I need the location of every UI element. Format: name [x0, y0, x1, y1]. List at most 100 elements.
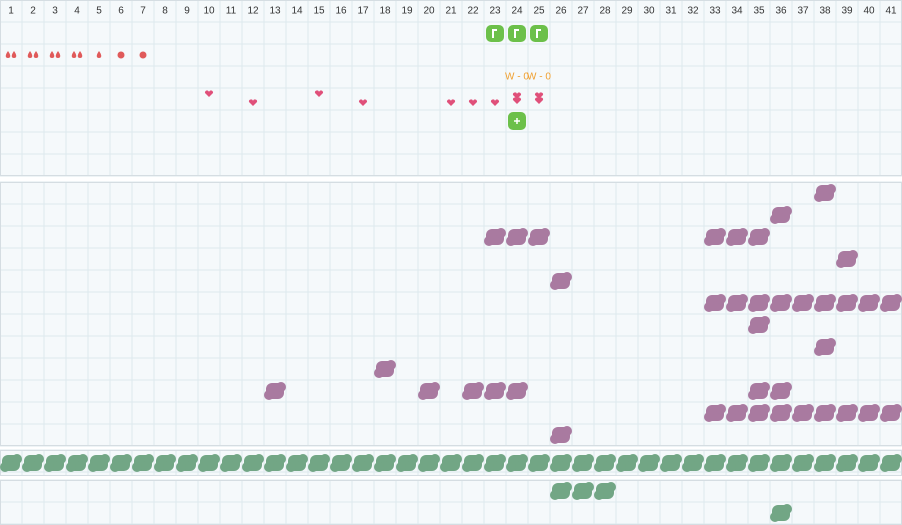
- event-blob: [858, 294, 880, 312]
- blob-lobe: [474, 454, 484, 464]
- blob-lobe: [826, 294, 836, 304]
- blob-lobe: [760, 228, 770, 238]
- blob-lobe: [528, 236, 538, 246]
- band-blob: [814, 454, 836, 472]
- blob-lobe: [748, 412, 758, 422]
- blob-lobe: [220, 462, 230, 472]
- blob-lobe: [518, 454, 528, 464]
- band-blob: [88, 454, 110, 472]
- event-blob: [528, 228, 550, 246]
- event-blob: [704, 404, 726, 422]
- blob-lobe: [738, 228, 748, 238]
- blob-lobe: [804, 404, 814, 414]
- event-blob: [792, 404, 814, 422]
- blob-lobe: [342, 454, 352, 464]
- blob-lobe: [770, 214, 780, 224]
- flag-glyph: [492, 29, 497, 38]
- blob-lobe: [528, 462, 538, 472]
- blob-lobe: [748, 462, 758, 472]
- day-label: 33: [709, 6, 721, 17]
- blob-lobe: [826, 454, 836, 464]
- heart: [534, 97, 544, 104]
- blob-lobe: [726, 412, 736, 422]
- blob-lobe: [396, 462, 406, 472]
- heart: [446, 99, 456, 106]
- blob-lobe: [166, 454, 176, 464]
- flag-icon: [530, 25, 548, 42]
- heart: [248, 99, 258, 106]
- blob-lobe: [418, 462, 428, 472]
- blob-lobe: [880, 412, 890, 422]
- blob-lobe: [276, 454, 286, 464]
- band-blob: [110, 454, 132, 472]
- event-blob: [506, 382, 528, 400]
- day-label: 4: [74, 6, 80, 17]
- day-label: 24: [511, 6, 523, 17]
- band-blob: [858, 454, 880, 472]
- blob-lobe: [286, 462, 296, 472]
- band-blob: [176, 454, 198, 472]
- drop-pair: [5, 51, 17, 58]
- blob-lobe: [418, 390, 428, 400]
- event-blob: [704, 228, 726, 246]
- day-label: 8: [162, 6, 168, 17]
- day-label: 10: [203, 6, 215, 17]
- event-blob: [880, 404, 902, 422]
- blob-lobe: [848, 454, 858, 464]
- blob-lobe: [606, 482, 616, 492]
- blob-lobe: [606, 454, 616, 464]
- blob-lobe: [506, 462, 516, 472]
- blob-lobe: [814, 462, 824, 472]
- day-label: 23: [489, 6, 501, 17]
- heart: [512, 92, 522, 99]
- blob-lobe: [792, 462, 802, 472]
- band-blob: [0, 454, 22, 472]
- blob-lobe: [352, 462, 362, 472]
- event-blob: [726, 294, 748, 312]
- blob-lobe: [870, 404, 880, 414]
- drop: [5, 51, 11, 58]
- blob-lobe: [892, 294, 902, 304]
- band-blob: [396, 454, 418, 472]
- band-blob: [638, 454, 660, 472]
- dot: [117, 51, 125, 59]
- blob-lobe: [550, 490, 560, 500]
- heart: [204, 90, 214, 97]
- event-blob: [704, 294, 726, 312]
- middle-section: [0, 181, 902, 447]
- day-label: 12: [247, 6, 259, 17]
- blob-lobe: [650, 454, 660, 464]
- heart: [468, 99, 478, 106]
- day-label: 19: [401, 6, 413, 17]
- blob-lobe: [584, 454, 594, 464]
- drop-pair: [27, 51, 39, 58]
- band-blob: [594, 454, 616, 472]
- event-blob: [858, 404, 880, 422]
- drop: [71, 51, 77, 58]
- blob-lobe: [628, 454, 638, 464]
- band-blob: [550, 454, 572, 472]
- blob-lobe: [440, 462, 450, 472]
- blob-lobe: [364, 454, 374, 464]
- blob-lobe: [88, 462, 98, 472]
- band-blob: [66, 454, 88, 472]
- band-blob: [374, 454, 396, 472]
- blob-lobe: [540, 454, 550, 464]
- band-blob: [286, 454, 308, 472]
- blob-lobe: [496, 382, 506, 392]
- blob-lobe: [726, 236, 736, 246]
- day-label: 11: [226, 6, 237, 17]
- blob-lobe: [462, 390, 472, 400]
- bottom-section: [0, 479, 902, 525]
- day-label: 29: [621, 6, 633, 17]
- event-blob: [748, 228, 770, 246]
- band-blob: [792, 454, 814, 472]
- blob-lobe: [770, 412, 780, 422]
- blob-lobe: [770, 512, 780, 522]
- dot: [139, 51, 147, 59]
- flag-blob: [508, 25, 526, 42]
- blob-lobe: [198, 462, 208, 472]
- blob-lobe: [748, 302, 758, 312]
- blob-lobe: [562, 426, 572, 436]
- blob-lobe: [474, 382, 484, 392]
